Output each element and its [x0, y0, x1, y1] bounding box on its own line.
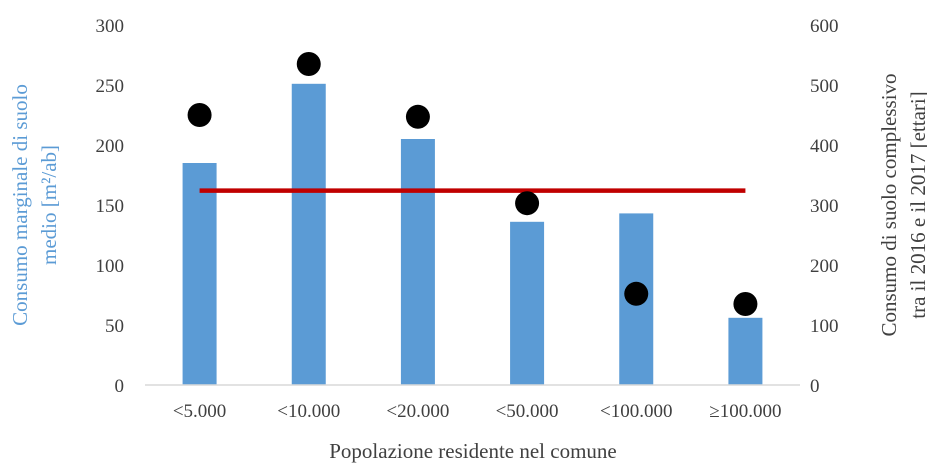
scatter-point	[515, 191, 540, 216]
y2-axis-title-line-1: Consumo di suolo complessivo	[877, 73, 901, 336]
left-axis-ticks: 0 50 100 150 200 250 300	[96, 16, 125, 397]
y-tick-label: 250	[96, 76, 125, 97]
bar	[182, 163, 217, 385]
scatter-series	[187, 52, 758, 316]
y-tick-label: 50	[105, 316, 124, 337]
y2-axis-title-line-2: tra il 2016 e il 2017 [ettari]	[906, 91, 927, 318]
y2-axis-title: Consumo di suolo complessivo tra il 2016…	[877, 73, 927, 336]
x-tick-label: <50.000	[496, 401, 559, 422]
y-axis-title-line-2: medio [m²/ab]	[37, 145, 61, 265]
y2-tick-label: 500	[810, 76, 839, 97]
y-tick-label: 100	[96, 256, 125, 277]
bar	[400, 139, 435, 385]
scatter-point	[187, 103, 212, 127]
y2-tick-label: 600	[810, 16, 839, 37]
bar-series	[182, 83, 763, 386]
bar	[728, 317, 763, 385]
y2-tick-label: 200	[810, 256, 839, 277]
y-tick-label: 300	[96, 16, 125, 37]
y2-tick-label: 400	[810, 136, 839, 157]
scatter-point	[296, 52, 321, 76]
scatter-point	[624, 281, 649, 306]
y-tick-label: 200	[96, 136, 125, 157]
y2-tick-label: 300	[810, 196, 839, 217]
y-axis-title-line-1: Consumo marginale di suolo	[8, 84, 32, 326]
x-tick-label: <20.000	[386, 401, 449, 422]
bar	[291, 83, 326, 386]
y-tick-label: 150	[96, 196, 125, 217]
y2-tick-label: 100	[810, 316, 839, 337]
x-tick-label: ≥100.000	[709, 401, 781, 422]
y-axis-title: Consumo marginale di suolo medio [m²/ab]	[8, 84, 61, 326]
y-tick-label: 0	[115, 376, 125, 397]
x-tick-label: <10.000	[277, 401, 340, 422]
bar	[510, 221, 545, 385]
right-axis-ticks: 0 100 200 300 400 500 600	[810, 16, 839, 397]
scatter-point	[405, 104, 430, 129]
scatter-point	[733, 292, 758, 316]
x-tick-label: <100.000	[600, 401, 672, 422]
x-axis-ticks: <5.000 <10.000 <20.000 <50.000 <100.000 ≥100.…	[173, 401, 782, 422]
x-axis-title: Popolazione residente nel comune	[329, 439, 617, 463]
x-tick-label: <5.000	[173, 401, 226, 422]
y2-tick-label: 0	[810, 376, 820, 397]
